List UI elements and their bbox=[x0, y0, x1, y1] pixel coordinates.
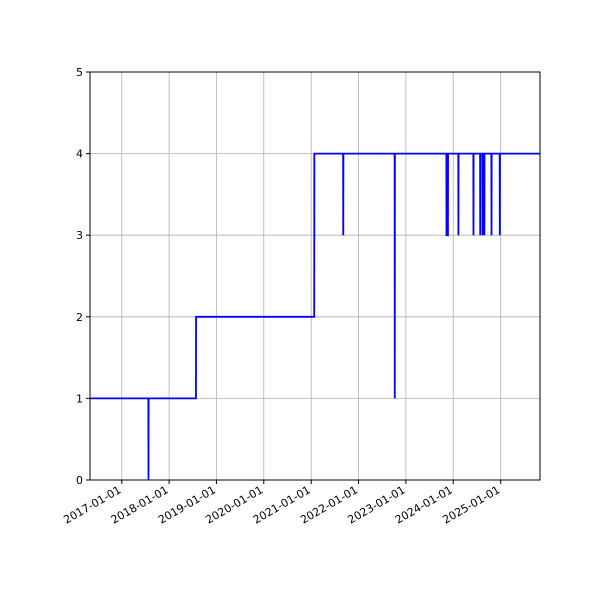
y-tick-label: 0 bbox=[76, 474, 83, 487]
y-tick-label: 3 bbox=[76, 229, 83, 242]
y-tick-label: 2 bbox=[76, 311, 83, 324]
y-tick-label: 5 bbox=[76, 66, 83, 79]
plot bbox=[90, 152, 540, 481]
data-line bbox=[90, 152, 540, 481]
y-tick-label: 1 bbox=[76, 392, 83, 405]
axes-frame bbox=[89, 71, 541, 481]
y-tick-label: 4 bbox=[76, 148, 83, 161]
